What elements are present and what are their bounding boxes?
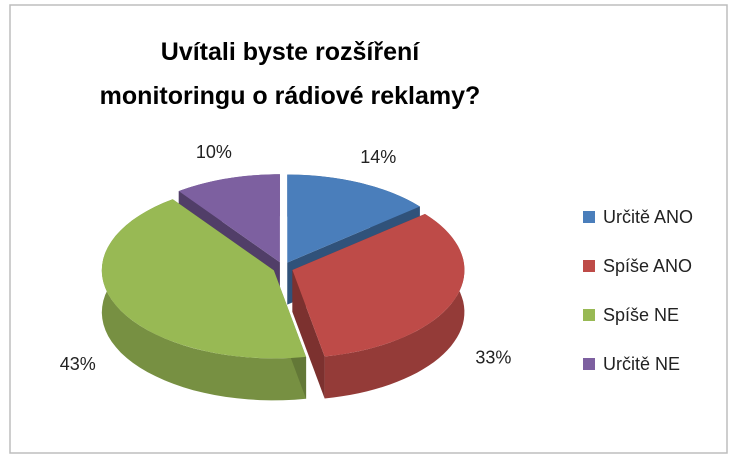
legend-label: Určitě NE (603, 354, 680, 374)
legend-swatch (583, 260, 595, 272)
legend-swatch (583, 309, 595, 321)
slice-edge (292, 270, 325, 399)
data-label: 14% (360, 147, 396, 167)
data-label: 10% (196, 142, 232, 162)
slice (287, 174, 420, 263)
legend-label: Určitě ANO (603, 207, 693, 227)
slice (292, 213, 465, 357)
data-label: 33% (475, 348, 511, 368)
slice (178, 174, 280, 263)
legend-swatch (583, 358, 595, 370)
slice-side (324, 213, 465, 399)
legend-label: Spíše ANO (603, 256, 692, 276)
legend-swatch (583, 211, 595, 223)
slice (101, 199, 307, 359)
data-label: 43% (60, 354, 96, 374)
chart-title: Uvítali byste rozšíření monitoringu o rá… (99, 38, 481, 110)
legend-label: Spíše NE (603, 305, 679, 325)
